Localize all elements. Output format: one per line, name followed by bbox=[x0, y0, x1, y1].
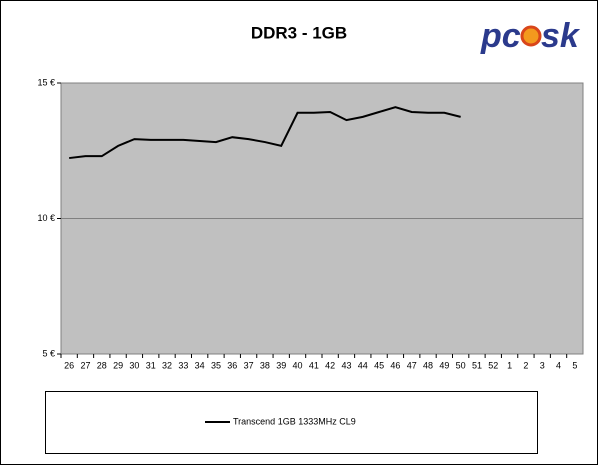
x-tick-label: 50 bbox=[456, 360, 466, 370]
logo-left: pc bbox=[480, 17, 521, 55]
x-tick-label: 45 bbox=[374, 360, 384, 370]
x-tick-label: 28 bbox=[97, 360, 107, 370]
legend-box bbox=[45, 391, 538, 454]
x-tick-label: 37 bbox=[244, 360, 254, 370]
x-tick-label: 5 bbox=[572, 360, 577, 370]
x-tick-label: 3 bbox=[540, 360, 545, 370]
x-tick-label: 38 bbox=[260, 360, 270, 370]
x-tick-label: 47 bbox=[407, 360, 417, 370]
x-tick-label: 36 bbox=[227, 360, 237, 370]
x-tick-label: 41 bbox=[309, 360, 319, 370]
legend-label: Transcend 1GB 1333MHz CL9 bbox=[233, 416, 356, 426]
x-tick-label: 35 bbox=[211, 360, 221, 370]
logo: pc sk bbox=[480, 17, 581, 55]
x-tick-label: 51 bbox=[472, 360, 482, 370]
x-tick-label: 1 bbox=[507, 360, 512, 370]
chart-title: DDR3 - 1GB bbox=[251, 23, 347, 42]
x-tick-label: 29 bbox=[113, 360, 123, 370]
x-tick-label: 34 bbox=[195, 360, 205, 370]
y-tick-label: 10 € bbox=[37, 213, 55, 223]
x-tick-label: 40 bbox=[293, 360, 303, 370]
x-tick-label: 4 bbox=[556, 360, 561, 370]
x-tick-label: 42 bbox=[325, 360, 335, 370]
x-tick-label: 52 bbox=[488, 360, 498, 370]
logo-flame bbox=[520, 25, 542, 47]
x-tick-label: 26 bbox=[64, 360, 74, 370]
x-tick-label: 48 bbox=[423, 360, 433, 370]
y-tick-label: 15 € bbox=[37, 77, 55, 87]
x-tick-label: 49 bbox=[439, 360, 449, 370]
x-tick-label: 39 bbox=[276, 360, 286, 370]
series-line bbox=[69, 106, 461, 160]
x-tick-label: 30 bbox=[129, 360, 139, 370]
x-tick-label: 44 bbox=[358, 360, 368, 370]
x-tick-label: 33 bbox=[178, 360, 188, 370]
x-tick-label: 31 bbox=[146, 360, 156, 370]
x-tick-label: 32 bbox=[162, 360, 172, 370]
x-tick-label: 46 bbox=[390, 360, 400, 370]
logo-right: sk bbox=[541, 17, 581, 55]
x-tick-label: 43 bbox=[341, 360, 351, 370]
x-tick-label: 27 bbox=[80, 360, 90, 370]
y-tick-label: 5 € bbox=[42, 348, 55, 358]
x-tick-label: 2 bbox=[523, 360, 528, 370]
